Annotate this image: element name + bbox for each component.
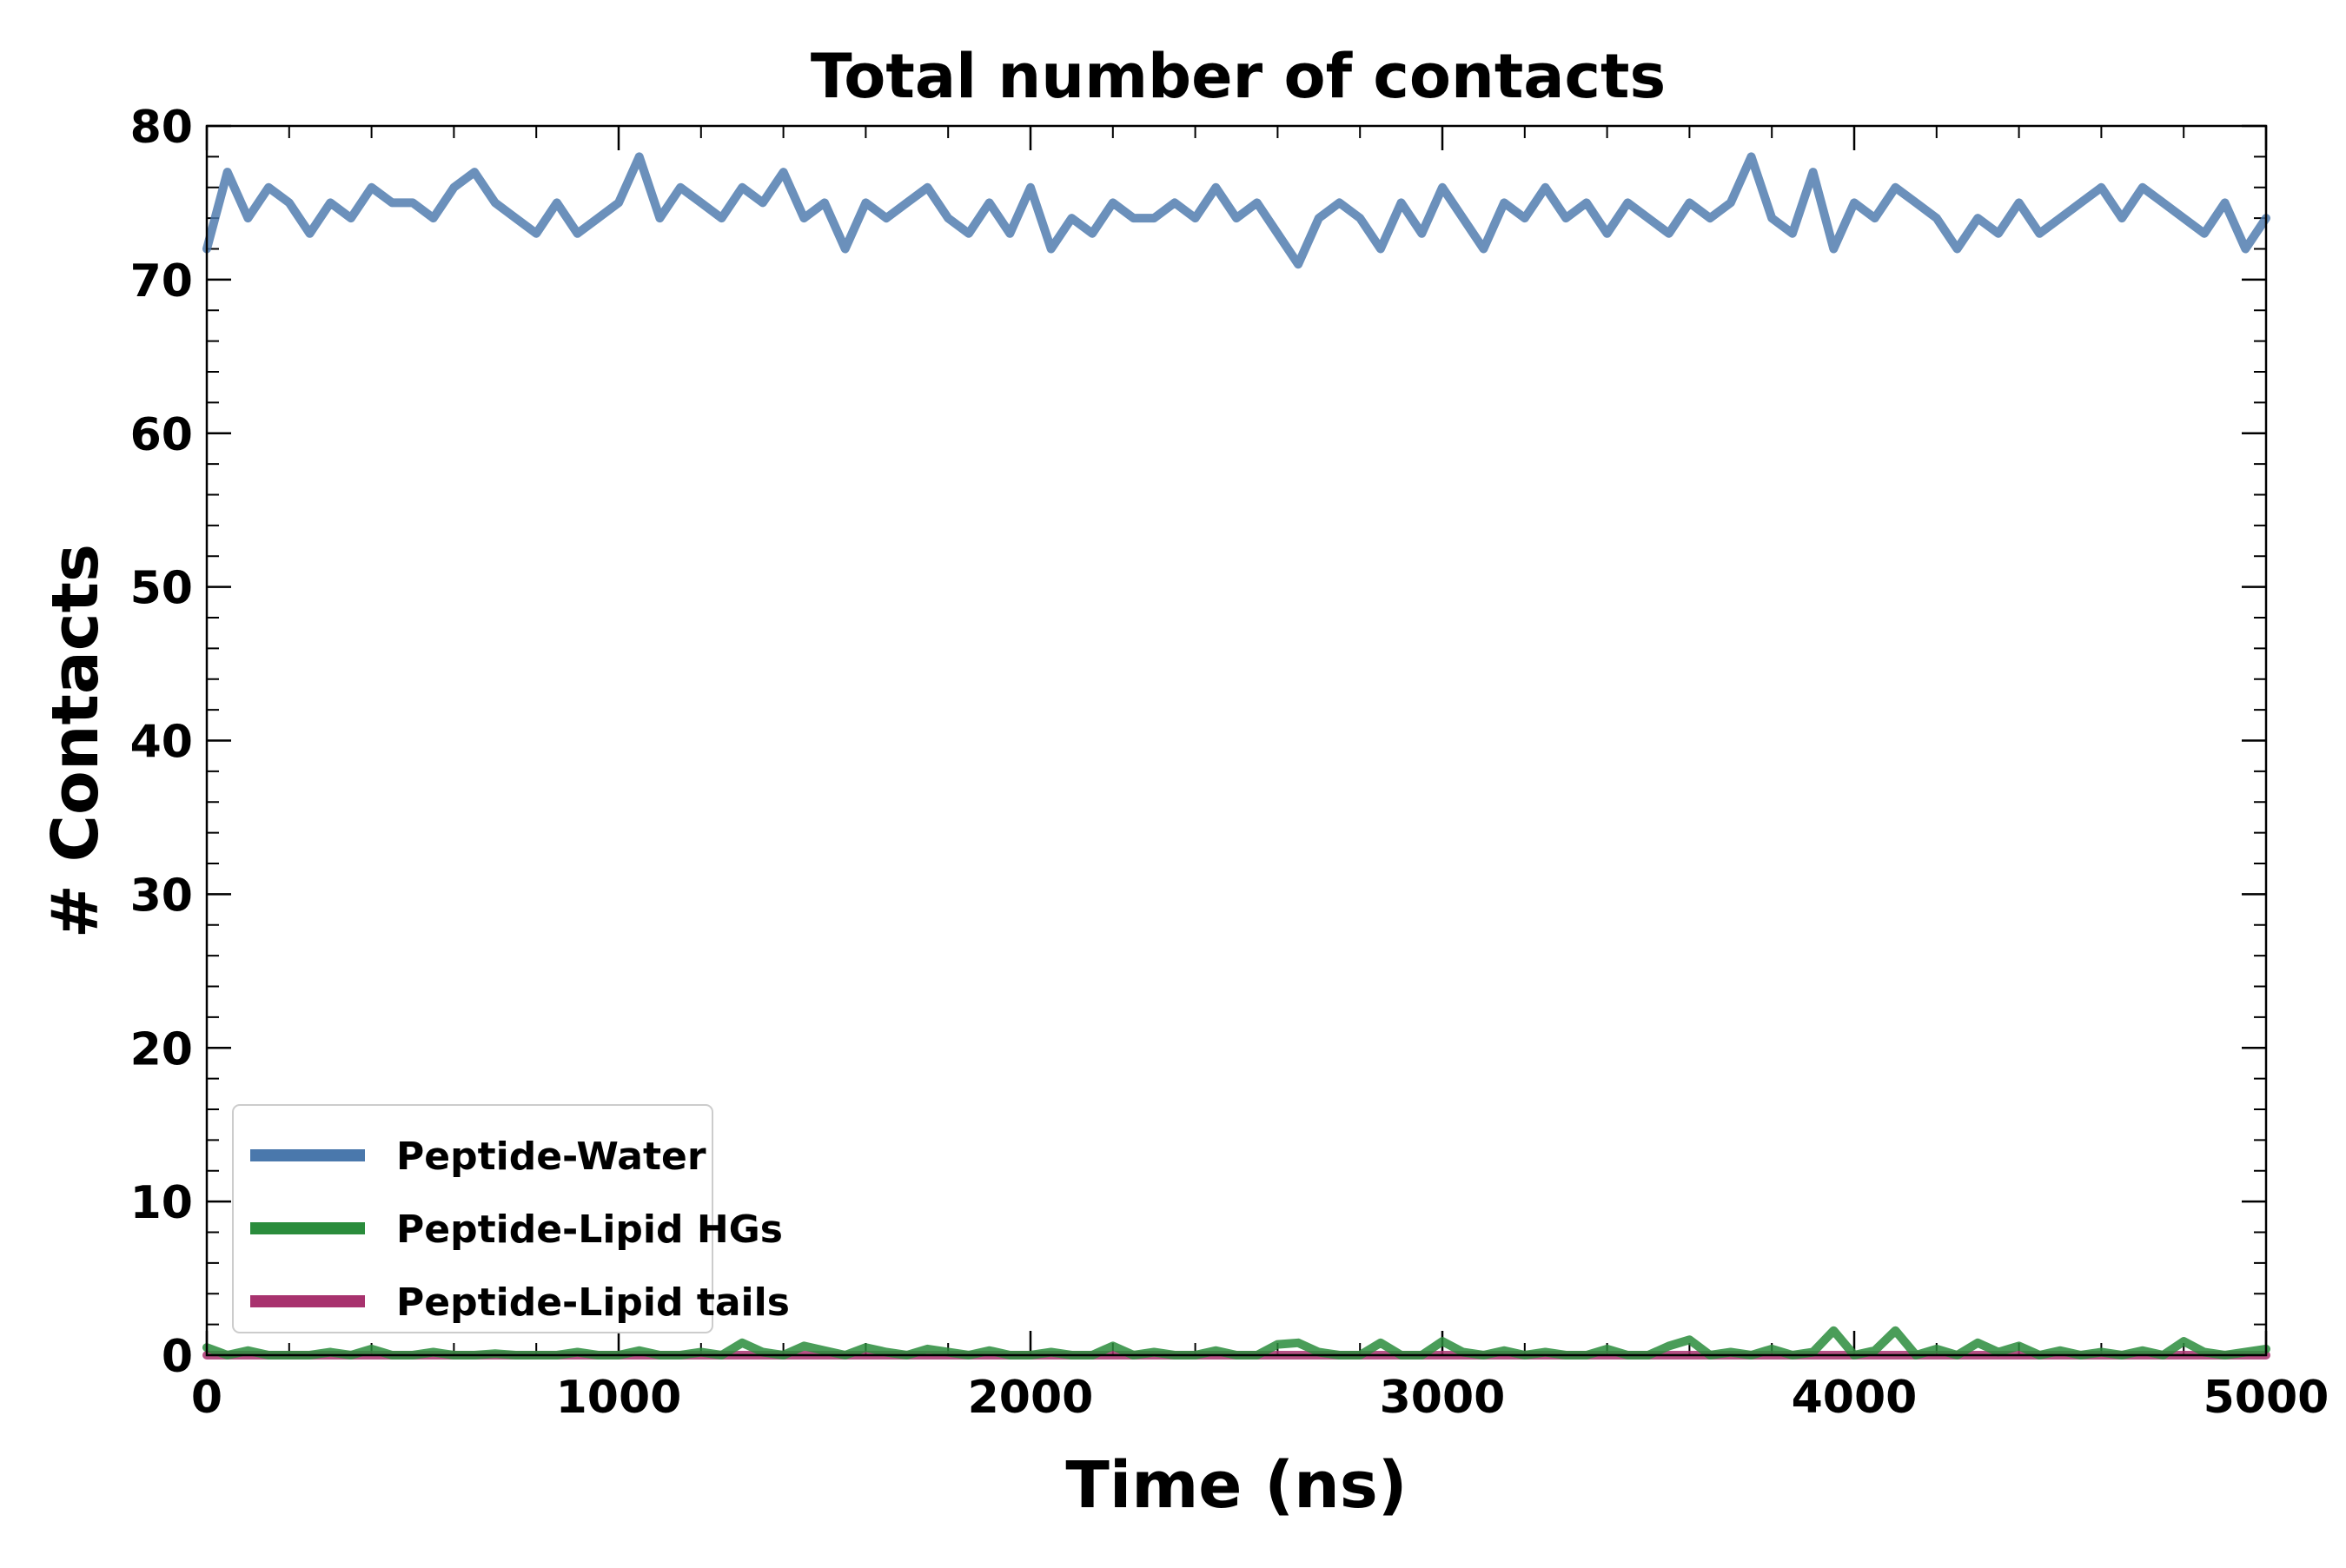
y-tick-label: 30 <box>130 870 193 922</box>
x-tick-label: 0 <box>191 1372 222 1424</box>
x-tick-label: 5000 <box>2204 1372 2329 1424</box>
axis-ticks: 0 1000 2000 3000 4000 5000 0 10 20 30 40 50 60 70 80 <box>130 102 2329 1424</box>
legend-label: Peptide-Lipid HGs <box>396 1207 783 1252</box>
x-tick-label: 1000 <box>556 1372 682 1424</box>
x-tick-label: 3000 <box>1380 1372 1506 1424</box>
y-tick-label: 60 <box>130 409 193 461</box>
y-tick-label: 0 <box>162 1331 193 1383</box>
legend-label: Peptide-Water <box>396 1135 706 1179</box>
y-tick-label: 70 <box>130 255 193 308</box>
x-tick-label: 4000 <box>1792 1372 1918 1424</box>
y-tick-label: 80 <box>130 102 193 154</box>
y-axis-title: # Contacts <box>38 544 113 938</box>
legend: Peptide-Water Peptide-Lipid HGs Peptide-Li… <box>232 1104 790 1333</box>
y-tick-label: 50 <box>130 563 193 615</box>
y-tick-label: 20 <box>130 1023 193 1075</box>
plot-frame <box>205 124 2268 1357</box>
legend-label: Peptide-Lipid tails <box>396 1280 790 1325</box>
x-axis-title: Time (ns) <box>1065 1448 1407 1523</box>
y-tick-label: 10 <box>130 1177 193 1229</box>
y-tick-label: 40 <box>130 717 193 769</box>
x-tick-label: 2000 <box>968 1372 1094 1424</box>
series-line-peptide-water <box>202 152 2270 269</box>
series-line-peptide-lipid-hgs <box>202 1326 2270 1360</box>
chart-title: Total number of contacts <box>811 41 1666 112</box>
legend-box <box>232 1104 713 1333</box>
